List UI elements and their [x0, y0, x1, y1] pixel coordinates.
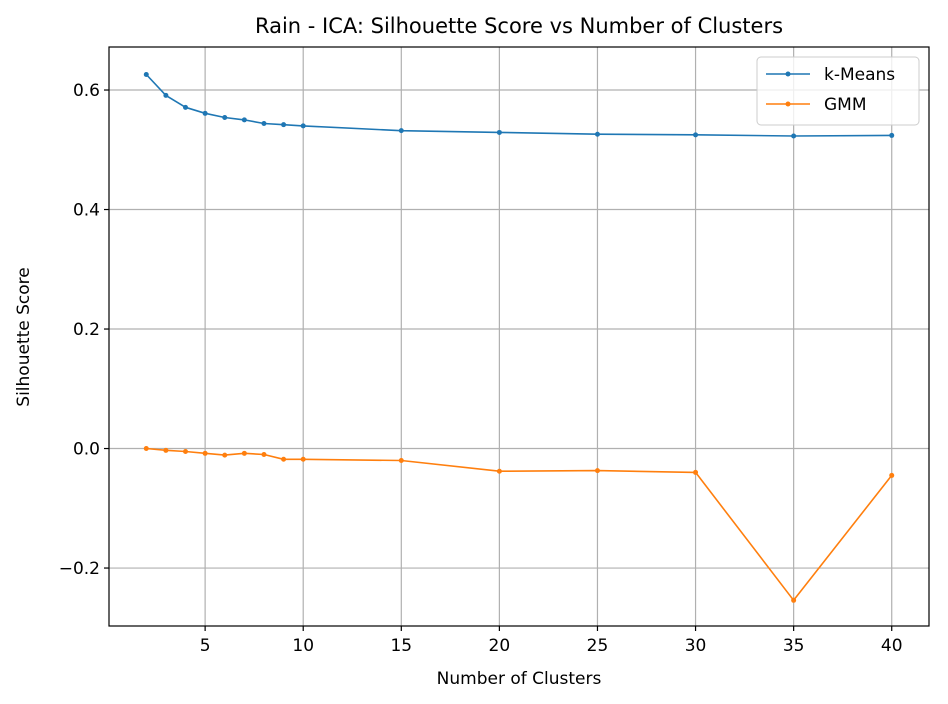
data-point-k-means	[222, 115, 228, 121]
data-point-k-means	[261, 120, 267, 126]
data-point-gmm	[163, 447, 169, 453]
data-point-gmm	[183, 449, 189, 455]
data-point-gmm	[791, 597, 797, 603]
legend-marker-gmm	[785, 101, 791, 107]
data-point-k-means	[241, 117, 247, 123]
data-point-gmm	[496, 468, 502, 474]
x-tick-label: 5	[200, 636, 211, 656]
data-point-k-means	[693, 132, 699, 138]
legend-label-kmeans: k-Means	[824, 65, 895, 85]
data-point-k-means	[791, 133, 797, 139]
y-axis-label: Silhouette Score	[14, 267, 34, 406]
x-tick-label: 15	[390, 636, 412, 656]
chart-title: Rain - ICA: Silhouette Score vs Number o…	[255, 14, 783, 38]
data-point-gmm	[261, 452, 267, 458]
data-point-k-means	[594, 131, 600, 137]
data-point-gmm	[300, 456, 306, 462]
x-tick-label: 25	[587, 636, 609, 656]
grid-layer	[109, 47, 929, 626]
x-tick-label: 30	[685, 636, 707, 656]
legend-label-gmm: GMM	[824, 95, 867, 115]
y-tick-label: 0.2	[73, 320, 100, 340]
data-point-gmm	[693, 469, 699, 475]
data-point-gmm	[889, 472, 895, 478]
data-point-gmm	[143, 446, 149, 452]
data-point-k-means	[300, 123, 306, 129]
data-point-k-means	[163, 92, 169, 98]
data-point-k-means	[202, 110, 208, 116]
data-point-gmm	[222, 452, 228, 458]
data-point-k-means	[496, 129, 502, 135]
y-tick-label: 0.0	[73, 440, 100, 460]
x-tick-label: 35	[783, 636, 805, 656]
y-tick-label: −0.2	[59, 559, 100, 579]
y-tick-label: 0.6	[73, 81, 100, 101]
legend: k-Means GMM	[756, 56, 920, 126]
plot-frame	[108, 46, 930, 627]
data-point-k-means	[281, 122, 287, 128]
legend-marker-kmeans	[785, 71, 791, 77]
x-tick-label: 10	[292, 636, 314, 656]
data-point-gmm	[202, 450, 208, 456]
data-point-k-means	[143, 71, 149, 77]
data-point-k-means	[183, 104, 189, 110]
y-tick-label: 0.4	[73, 201, 100, 221]
x-tick-label: 40	[881, 636, 903, 656]
data-point-gmm	[281, 456, 287, 462]
tick-layer: 5 10 15 20 25 30 35 40 −0.2 0.0 0.2 0.4 0.6	[59, 81, 903, 656]
x-axis-label: Number of Clusters	[437, 669, 602, 689]
data-point-k-means	[398, 128, 404, 134]
series-layer	[143, 71, 895, 603]
x-tick-label: 20	[489, 636, 511, 656]
data-point-k-means	[889, 132, 895, 138]
data-point-gmm	[594, 468, 600, 474]
data-point-gmm	[398, 457, 404, 463]
data-point-gmm	[241, 450, 247, 456]
